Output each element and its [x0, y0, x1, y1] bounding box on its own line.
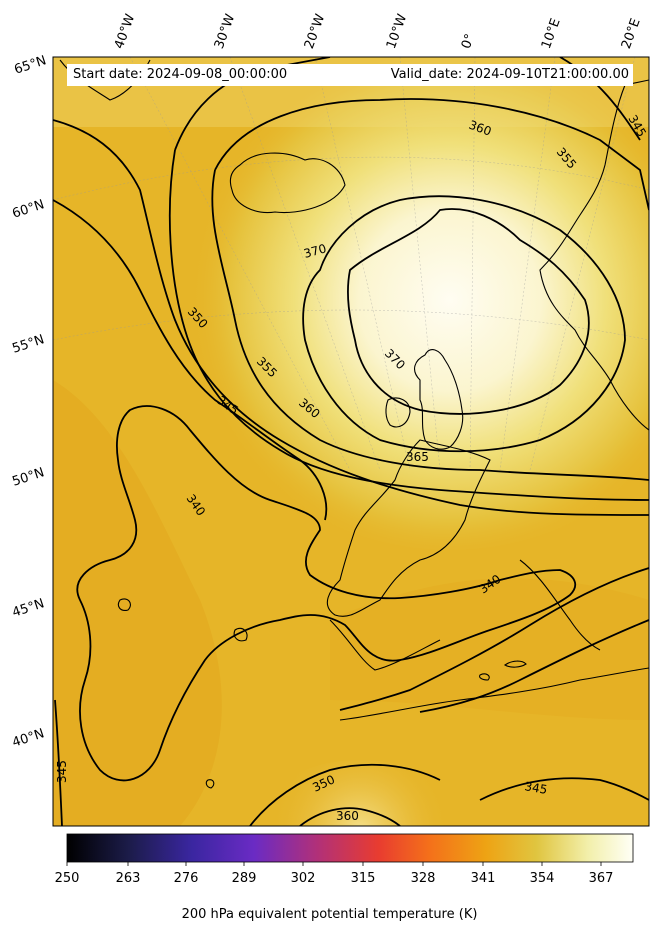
colorbar-tick-label: 315	[350, 871, 376, 886]
contour-345-east	[419, 619, 649, 713]
map-panel: 350 345 355 360 365 370 340 345 360 355 …	[53, 57, 649, 826]
colorbar-tick-label: 341	[470, 871, 496, 886]
colorbar-ticks	[66, 862, 602, 866]
contours	[53, 57, 649, 826]
coastlines	[59, 59, 649, 789]
colorbar-tick-label: 367	[588, 871, 614, 886]
start-date-label: Start date: 2024-09-08_00:00:00	[73, 67, 288, 82]
contour-365	[302, 195, 626, 453]
colorbar-title: 200 hPa equivalent potential temperature…	[181, 907, 478, 922]
contour-label: 365	[406, 450, 429, 464]
colorbar-tick-label: 302	[290, 871, 316, 886]
contour-label: 370	[302, 241, 328, 260]
map-frame	[52, 56, 650, 827]
contour-370	[347, 208, 590, 415]
colorbar-tick-label: 250	[54, 871, 80, 886]
contour-340	[76, 405, 577, 782]
contour-360	[211, 98, 649, 481]
contour-350-south	[249, 763, 441, 826]
colorbar-tick-label: 354	[529, 871, 555, 886]
contour-345	[53, 199, 328, 521]
valid-date-label: Valid_date: 2024-09-10T21:00:00.00	[390, 67, 629, 82]
colorbar-tick-label: 328	[410, 871, 436, 886]
contour-label: 345	[523, 779, 548, 797]
cool-region-west	[53, 380, 222, 826]
colorbar-tick-label: 276	[173, 871, 199, 886]
contour-345-south-east	[479, 777, 649, 801]
contour-350	[53, 119, 649, 516]
colorbar	[66, 833, 634, 863]
warm-south-field	[260, 760, 460, 826]
colorbar-tick-label: 289	[231, 871, 257, 886]
contour-340-east	[339, 567, 649, 711]
date-banner: Start date: 2024-09-08_00:00:00 Valid_da…	[67, 64, 633, 86]
contour-label: 360	[336, 809, 359, 823]
colorbar-tick-label: 263	[115, 871, 141, 886]
warm-core-field	[180, 57, 649, 550]
contour-360-south	[299, 807, 401, 826]
contour-345-west	[54, 699, 63, 826]
contour-label: 345	[55, 760, 69, 783]
